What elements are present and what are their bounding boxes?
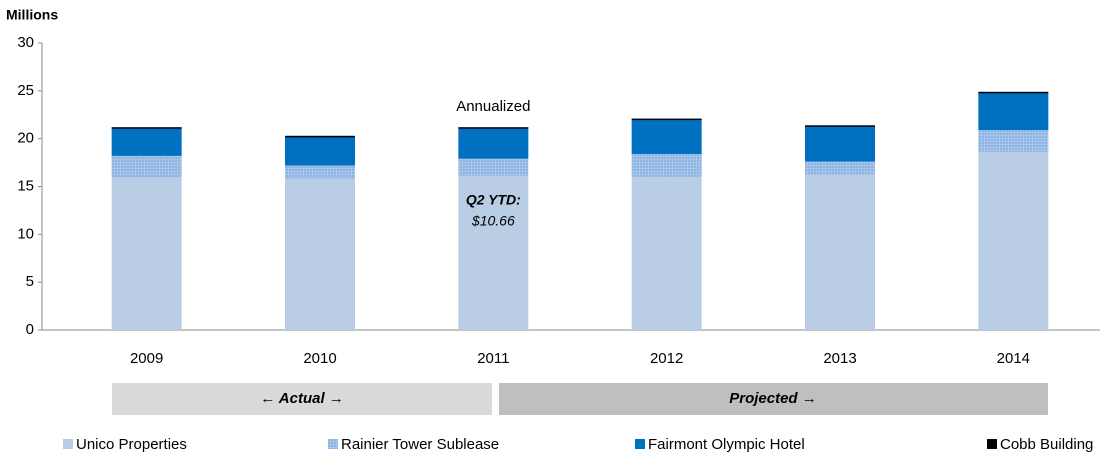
y-tick-label: 20: [17, 130, 34, 147]
period-box: [499, 383, 1048, 415]
bar-segment: [458, 127, 529, 129]
bar-segment: [285, 178, 355, 330]
y-tick-label: 30: [17, 34, 34, 51]
period-box: [112, 383, 492, 415]
y-tick-label: 5: [26, 273, 34, 290]
x-tick-label: 2011: [477, 350, 509, 367]
bar-segment: [111, 127, 182, 129]
bar-segment: [111, 177, 182, 330]
period-label: Projected →: [729, 390, 817, 407]
bar-segment: [978, 92, 1049, 131]
y-tick-label: 10: [17, 225, 34, 242]
legend-label: Unico Properties: [76, 436, 187, 453]
x-tick-label: 2012: [650, 350, 683, 367]
bar-segment: [111, 128, 182, 156]
legend-swatch: [328, 439, 338, 449]
bar-segment: [111, 155, 182, 178]
bar-segment: [458, 158, 529, 176]
bar-segment: [458, 175, 529, 330]
y-axis-label: Millions: [6, 7, 58, 23]
legend-swatch: [635, 439, 645, 449]
legend-label: Fairmont Olympic Hotel: [648, 436, 805, 453]
bar-segment: [978, 91, 1049, 94]
y-tick-label: 0: [26, 321, 34, 338]
x-tick-label: 2009: [130, 350, 163, 367]
annotation: Q2 YTD:: [466, 192, 521, 208]
bar-segment: [805, 161, 875, 176]
bar-segment: [631, 118, 702, 121]
y-tick-label: 25: [17, 82, 34, 99]
bar-segment: [631, 176, 702, 330]
bar-segment: [805, 126, 875, 162]
annotation: Annualized: [456, 98, 530, 115]
bar-segment: [631, 119, 702, 154]
x-tick-label: 2010: [303, 350, 336, 367]
bar-segment: [631, 153, 702, 177]
period-label: ← Actual →: [260, 390, 344, 407]
bar-segment: [285, 165, 355, 179]
annotation: $10.66: [471, 213, 515, 229]
bar-segment: [805, 175, 875, 330]
bar-segment: [285, 136, 355, 166]
bar-segment: [285, 135, 355, 138]
x-tick-label: 2014: [997, 350, 1030, 367]
y-tick-label: 15: [17, 177, 34, 194]
bar-segment: [978, 130, 1049, 153]
x-tick-label: 2013: [823, 350, 856, 367]
bar-segment: [978, 152, 1049, 330]
legend-swatch: [987, 439, 997, 449]
legend-swatch: [63, 439, 73, 449]
bar-segment: [458, 128, 529, 159]
bar-segment: [805, 125, 875, 127]
legend-label: Rainier Tower Sublease: [341, 436, 499, 453]
legend-label: Cobb Building: [1000, 436, 1093, 453]
